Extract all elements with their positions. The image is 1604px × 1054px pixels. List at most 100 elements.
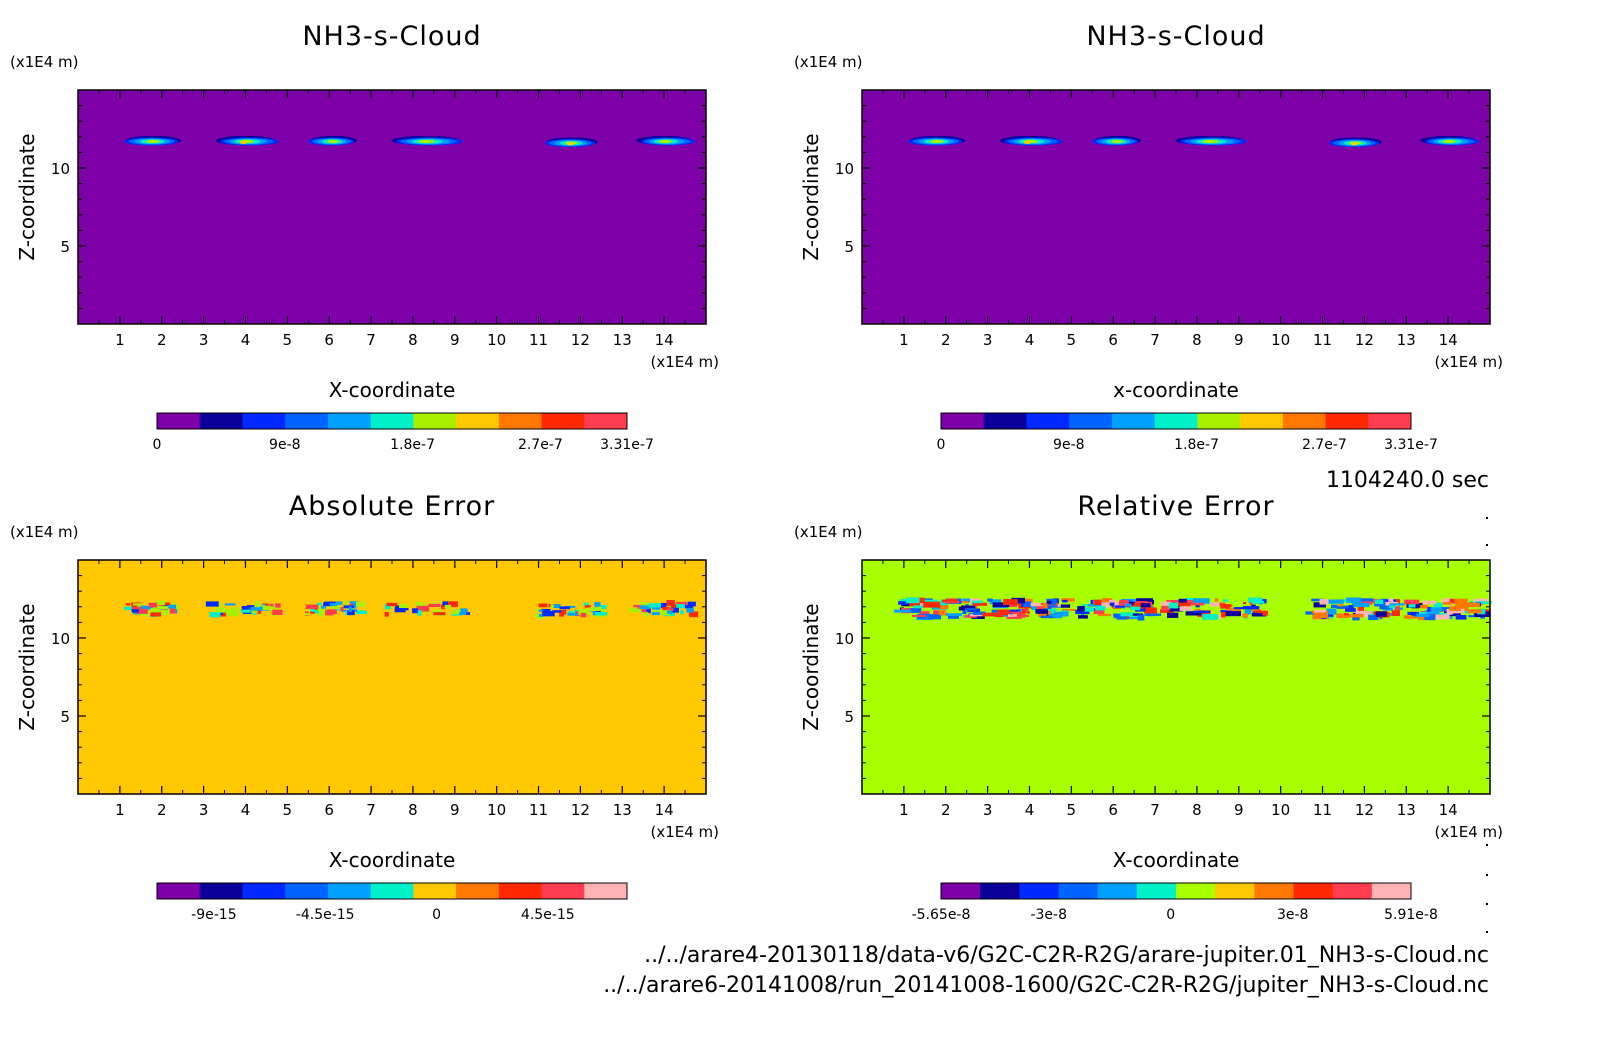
y-tick-label: 5	[844, 708, 854, 726]
colorbar-tick-label: 5.91e-8	[1384, 907, 1438, 923]
field-background	[78, 560, 706, 794]
colorbar-tick-label: -4.5e-15	[296, 907, 355, 923]
x-tick-label: 2	[941, 331, 951, 349]
colorbar-swatch	[1371, 883, 1412, 899]
panel-title: NH3-s-Cloud	[1086, 21, 1265, 52]
x-tick-label: 10	[1271, 801, 1290, 819]
colorbar-swatch	[1325, 413, 1369, 429]
panel-1: NH3-s-Cloud(x1E4 m)1 2 3 4 5 6 7 8 9 10 11 12 13 1451…	[10, 21, 719, 453]
x-tick-label: 12	[1355, 331, 1374, 349]
y-tick-label: 10	[51, 630, 70, 648]
panel-title: Relative Error	[1077, 491, 1274, 522]
field-feature	[1328, 137, 1382, 148]
colorbar: 0 9e-8 1.8e-7 2.7e-7 3.31e-7	[937, 412, 1438, 453]
colorbar-swatch	[584, 413, 628, 429]
x-tick-label: 9	[450, 331, 460, 349]
x-tick-label: 6	[324, 801, 334, 819]
colorbar-swatch	[1136, 883, 1177, 899]
x-axis-label: X-coordinate	[329, 378, 456, 402]
panel-title: Absolute Error	[289, 491, 495, 522]
colorbar-swatch	[1293, 883, 1334, 899]
field-feature	[1075, 598, 1162, 621]
field-feature	[308, 135, 357, 146]
colorbar-swatch	[456, 883, 500, 899]
colorbar-tick-label: 4.5e-15	[521, 907, 575, 923]
colorbar-swatch	[584, 883, 628, 899]
colorbar-tick-label: 0	[1166, 907, 1175, 923]
x-tick-label: 4	[241, 801, 251, 819]
x-tick-label: 3	[983, 331, 993, 349]
colorbar-tick-label: 3.31e-7	[600, 437, 654, 453]
x-tick-label: 8	[408, 331, 418, 349]
x-tick-label: 1	[115, 331, 125, 349]
panel-title: NH3-s-Cloud	[302, 21, 481, 52]
x-tick-label: 4	[1025, 801, 1035, 819]
colorbar-tick-label: -9e-15	[191, 907, 236, 923]
colorbar-swatch	[1069, 413, 1113, 429]
x-tick-label: 11	[529, 801, 548, 819]
colorbar-swatch	[413, 413, 457, 429]
colorbar-tick-label: 0	[153, 437, 162, 453]
colorbar-swatch	[1097, 883, 1138, 899]
colorbar-swatch	[941, 883, 981, 899]
y-unit-label: (x1E4 m)	[10, 523, 79, 541]
x-tick-label: 6	[1108, 801, 1118, 819]
colorbar-swatch	[1176, 883, 1216, 899]
x-tick-label: 10	[487, 331, 506, 349]
field-feature	[1305, 597, 1405, 621]
x-tick-label: 14	[655, 331, 674, 349]
colorbar-swatch	[1019, 883, 1059, 899]
marker-dot	[1486, 931, 1488, 933]
x-tick-label: 8	[1192, 331, 1202, 349]
field-feature	[1403, 598, 1492, 621]
y-axis-label: Z-coordinate	[799, 133, 823, 260]
field-feature	[628, 600, 699, 618]
x-tick-label: 12	[571, 331, 590, 349]
field-feature	[215, 135, 279, 146]
colorbar-swatch	[456, 413, 500, 429]
panel-3: Absolute Error(x1E4 m)1 2 3 4 5 6 7 8 9 10 11 12 13 1…	[10, 491, 719, 923]
colorbar-swatch	[285, 883, 329, 899]
colorbar-swatch	[980, 883, 1020, 899]
x-tick-label: 13	[613, 331, 632, 349]
y-axis-label: Z-coordinate	[15, 603, 39, 730]
x-tick-label: 7	[366, 801, 376, 819]
field-background	[862, 560, 1490, 794]
x-tick-label: 6	[1108, 331, 1118, 349]
colorbar-tick-label: 3e-8	[1277, 907, 1308, 923]
x-axis-label: x-coordinate	[1113, 378, 1239, 402]
colorbar-swatch	[199, 883, 243, 899]
colorbar-tick-label: 9e-8	[1053, 437, 1084, 453]
x-tick-label: 9	[450, 801, 460, 819]
y-axis-label: Z-coordinate	[799, 603, 823, 730]
x-tick-label: 1	[899, 801, 909, 819]
colorbar-tick-label: 3.31e-7	[1384, 437, 1438, 453]
x-tick-label: 5	[283, 331, 293, 349]
field-feature	[999, 135, 1063, 146]
colorbar-swatch	[1215, 883, 1255, 899]
x-tick-label: 12	[571, 801, 590, 819]
x-tick-label: 8	[1192, 801, 1202, 819]
colorbar-swatch	[327, 883, 372, 899]
x-tick-label: 5	[1067, 801, 1077, 819]
y-tick-label: 5	[60, 708, 70, 726]
colorbar-tick-label: 0	[432, 907, 441, 923]
x-tick-label: 12	[1355, 801, 1374, 819]
y-axis-label: Z-coordinate	[15, 133, 39, 260]
x-tick-label: 6	[324, 331, 334, 349]
marker-dot	[1486, 517, 1488, 519]
colorbar-swatch	[1282, 413, 1327, 429]
x-tick-label: 11	[529, 331, 548, 349]
colorbar-swatch	[1058, 883, 1099, 899]
footer-file-1: ../../arare4-20130118/data-v6/G2C-C2R-R2…	[644, 943, 1489, 968]
x-tick-label: 3	[199, 331, 209, 349]
x-tick-label: 7	[1150, 331, 1160, 349]
colorbar-swatch	[370, 413, 414, 429]
colorbar-swatch	[1240, 413, 1284, 429]
marker-dot	[1486, 903, 1488, 905]
colorbar-swatch	[1254, 883, 1294, 899]
x-tick-label: 2	[157, 801, 167, 819]
field-feature	[982, 597, 1076, 620]
x-tick-label: 8	[408, 801, 418, 819]
